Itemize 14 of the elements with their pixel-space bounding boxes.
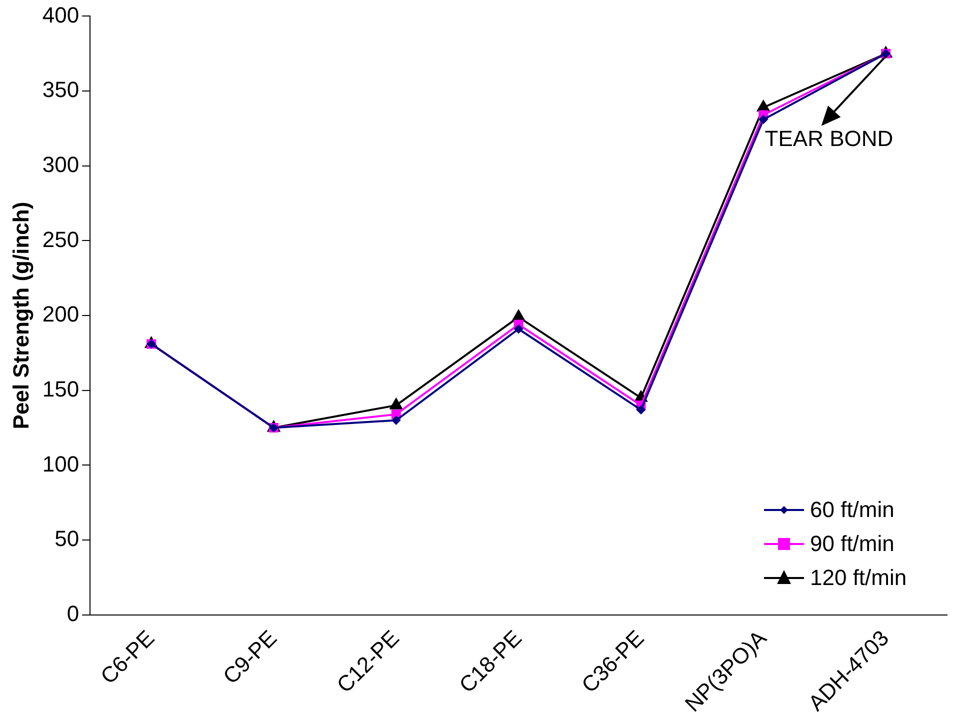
y-tick-label: 200	[42, 302, 80, 327]
y-tick-label: 300	[42, 152, 80, 177]
y-tick-label: 50	[54, 526, 80, 552]
y-tick-label: 150	[42, 376, 80, 402]
y-tick-label: 100	[42, 451, 80, 476]
y-tick-label: 250	[42, 226, 80, 252]
legend-label: 90 ft/min	[810, 530, 894, 558]
legend-label: 120 ft/min	[810, 564, 907, 592]
y-axis-title: Peel Strength (g/inch)	[8, 202, 34, 430]
y-tick-label: 350	[42, 77, 80, 102]
y-tick-label: 0	[66, 600, 80, 626]
legend-label: 60 ft/min	[810, 496, 894, 524]
annotation: TEAR BOND	[764, 126, 894, 152]
y-tick-label: 400	[42, 2, 80, 28]
